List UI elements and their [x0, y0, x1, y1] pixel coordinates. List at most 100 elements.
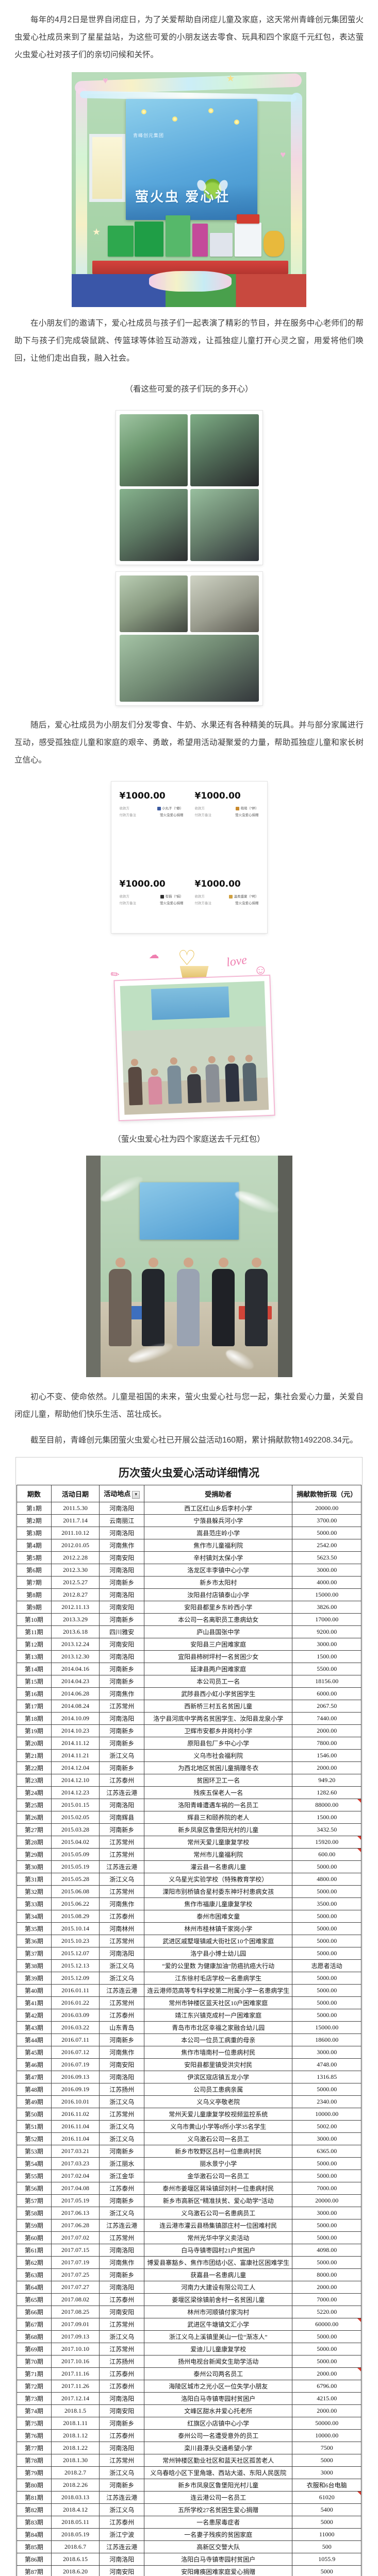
date-cell: 2014.12.04 [51, 1761, 100, 1774]
date-cell: 2018.1.30 [51, 2454, 100, 2467]
place-cell: 江苏连云港 [99, 2219, 145, 2232]
place-cell: 江苏泰州 [99, 2380, 145, 2393]
date-cell: 2012.2.28 [51, 1551, 100, 1564]
recipient-cell: 义乌市社会福利院 [144, 1749, 293, 1762]
table-row: 第16期 2014.06.28 河南焦作 武陟县西小虹小学贫困学生 6000.00 [17, 1687, 361, 1700]
bananas [264, 230, 284, 257]
period-cell: 第38期 [17, 1959, 52, 1972]
period-cell: 第37期 [17, 1947, 52, 1960]
period-cell: 第14期 [17, 1663, 52, 1675]
amount-cell: 5000 [292, 2565, 361, 2576]
recipient-cell: 焦作市墙南村一位患病村民 [144, 2046, 293, 2059]
payee-avatar [157, 807, 161, 810]
table-row: 第77期 2018.1.22 河南洛阳 栾川县潭头交通希望小学 7500 [17, 2442, 361, 2454]
place-cell: 浙江丽水 [99, 2157, 145, 2170]
amount-cell: 15000.00 [292, 1588, 361, 1601]
period-cell: 第87期 [17, 2565, 52, 2576]
period-cell: 第66期 [17, 2306, 52, 2318]
recipient-cell: 丽水景宁小学 [144, 2157, 293, 2170]
amount-cell: 4215.00 [292, 2392, 361, 2405]
glow-dot [208, 108, 213, 113]
place-cell: 河南洛阳 [99, 1799, 145, 1811]
amount-cell: 2340.00 [292, 2095, 361, 2108]
amount-cell: 1282.60 [292, 1786, 361, 1799]
amount-cell: 5220.00 [292, 2306, 361, 2318]
filter-dropdown-button[interactable]: ▼ [132, 1490, 140, 1499]
date-cell: 2018.4.12 [51, 2503, 100, 2516]
date-cell: 2017.03.23 [51, 2157, 100, 2170]
donation-table-container: 历次萤火虫爱心活动详细情况 期数 活动日期 活动地点 ▼ 受捐助者 捐献款物折现（… [15, 1457, 363, 2576]
photo-heart-hands-group [86, 1156, 292, 1377]
date-cell: 2017.09.01 [51, 2318, 100, 2331]
amount-cell: 1500.00 [292, 1811, 361, 1824]
recipient-cell: 文峰区甜水井爱心托老所 [144, 2404, 293, 2417]
period-cell: 第63期 [17, 2268, 52, 2281]
place-cell: 浙江义乌 [99, 1972, 145, 1985]
amount-cell: 4800.00 [292, 1873, 361, 1886]
period-cell: 第45期 [17, 2046, 52, 2059]
photo-kangaroo-jump [190, 489, 259, 561]
place-cell: 江苏常州 [99, 1996, 145, 2009]
recipient-cell: 汝阳县付店镇泰山小学 [144, 1588, 293, 1601]
recipient-cell: 姜堰区梁徐镇前舍村一名贫困儿童 [144, 2293, 293, 2306]
table-row: 第49期 2016.10.01 浙江义乌 义乌义亭敬老院 2340.00 [17, 2095, 361, 2108]
table-row: 第71期 2017.11.16 江苏泰州 泰州公司两名员工 2000.00 [17, 2367, 361, 2380]
table-row: 第85期 2018.6.7 江苏连云港 高新区交警大队 500 [17, 2540, 361, 2553]
paragraph-total: 截至目前，青峰创元集团萤火虫爱心社已开展公益活动160期，累计捐献款物14922… [30, 1435, 358, 1445]
table-row: 第43期 2016.03.22 山东青岛 青岛市市北区幸福之家融合幼儿园 15000.0… [17, 2021, 361, 2034]
period-cell: 第52期 [17, 2132, 52, 2145]
place-cell: 江苏泰州 [99, 2182, 145, 2195]
table-row: 第62期 2017.07.19 河南焦作 博爱县寨豁乡、焦作市团结小区、富康社区困难学… [17, 2256, 361, 2269]
amount-cell: 5000.00 [292, 2330, 361, 2343]
table-row: 第52期 2016.11.04 浙江义乌 义乌激石公司一名员工 3000.00 [17, 2132, 361, 2145]
place-cell: 江苏泰州 [99, 2516, 145, 2529]
date-cell: 2016.07.12 [51, 2046, 100, 2059]
recipient-cell: 焦作市福康儿童康复学校 [144, 1897, 293, 1910]
recipient-cell: 白马寺镇枣园村21户贫困户 [144, 2244, 293, 2257]
place-cell: 浙江义乌 [99, 2503, 145, 2516]
period-cell: 第28期 [17, 1836, 52, 1849]
amount-cell: 5000.00 [292, 2343, 361, 2355]
payee-row: 收款方 小丸子（*静） [119, 807, 184, 810]
place-cell: 河南洛阳 [99, 2244, 145, 2257]
place-cell: 浙江义乌 [99, 2207, 145, 2219]
table-row: 第12期 2013.12.24 河南安阳 安阳县三户困难家庭 3000.00 [17, 1638, 361, 1651]
date-cell: 2016.11.04 [51, 2120, 100, 2133]
table-row: 第75期 2018.1.11 河南新乡 红旗区小店镇中心小学 50000.00 [17, 2417, 361, 2430]
amount-cell: 2542.00 [292, 1539, 361, 1552]
place-cell: 河南安阳 [99, 2565, 145, 2576]
period-cell: 第23期 [17, 1774, 52, 1787]
period-cell: 第10期 [17, 1613, 52, 1626]
place-cell: 河南洛阳 [99, 1588, 145, 1601]
recipient-cell: 本公司一位员工病重的母亲 [144, 2033, 293, 2046]
date-cell: 2017.08.02 [51, 2293, 100, 2306]
amount-cell: 5000.00 [292, 1922, 361, 1935]
period-cell: 第77期 [17, 2442, 52, 2454]
period-cell: 第82期 [17, 2503, 52, 2516]
recipient-cell: 溧阳市别桥镇合星村委东神圩村患病女孩 [144, 1885, 293, 1898]
place-cell: 河南洛阳 [99, 1650, 145, 1663]
person-long-coat [244, 1257, 268, 1346]
table-row: 第86期 2018.6.15 河南洛阳 洛阳白马寺镇枣园村贫困户 1055.9 [17, 2553, 361, 2566]
comment-marker-icon [357, 2492, 361, 2495]
table-row: 第2期 2011.7.14 云南丽江 宁蒗县躲兵河小学 3700.00 [17, 1514, 361, 1527]
place-cell: 河南洛阳 [99, 1947, 145, 1960]
recipient-cell: 为西北地区贫困儿童捐赠冬衣 [144, 1761, 293, 1774]
amount-cell: 4748.00 [292, 2058, 361, 2071]
rain-cloud-doodle-icon: ☁ [149, 950, 159, 961]
recipient-cell: 义乌激石公司一名患病员工 [144, 2207, 293, 2219]
header-recipient: 受捐助者 [144, 1485, 293, 1502]
amount-cell: 3000.00 [292, 2132, 361, 2145]
place-cell: 河南洛阳 [99, 1564, 145, 1577]
recipient-cell: 常州市儿童福利院 [144, 1848, 293, 1861]
recipient-cell: 连云港市灌云县杨集镇邵庄村一位困难村民 [144, 2219, 293, 2232]
amount-cell: 5000.00 [292, 1910, 361, 1923]
date-cell: 2016.07.19 [51, 2058, 100, 2071]
period-cell: 第29期 [17, 1848, 52, 1861]
place-cell: 河南洛阳 [99, 2553, 145, 2566]
place-cell: 浙江义乌 [99, 1873, 145, 1886]
recipient-cell: 义乌市黄山小学等8所小学35名学生 [144, 2120, 293, 2133]
amount-cell: 1055.9 [292, 2553, 361, 2566]
place-cell: 浙江义乌 [99, 1749, 145, 1762]
date-cell: 2014.11.12 [51, 1737, 100, 1750]
